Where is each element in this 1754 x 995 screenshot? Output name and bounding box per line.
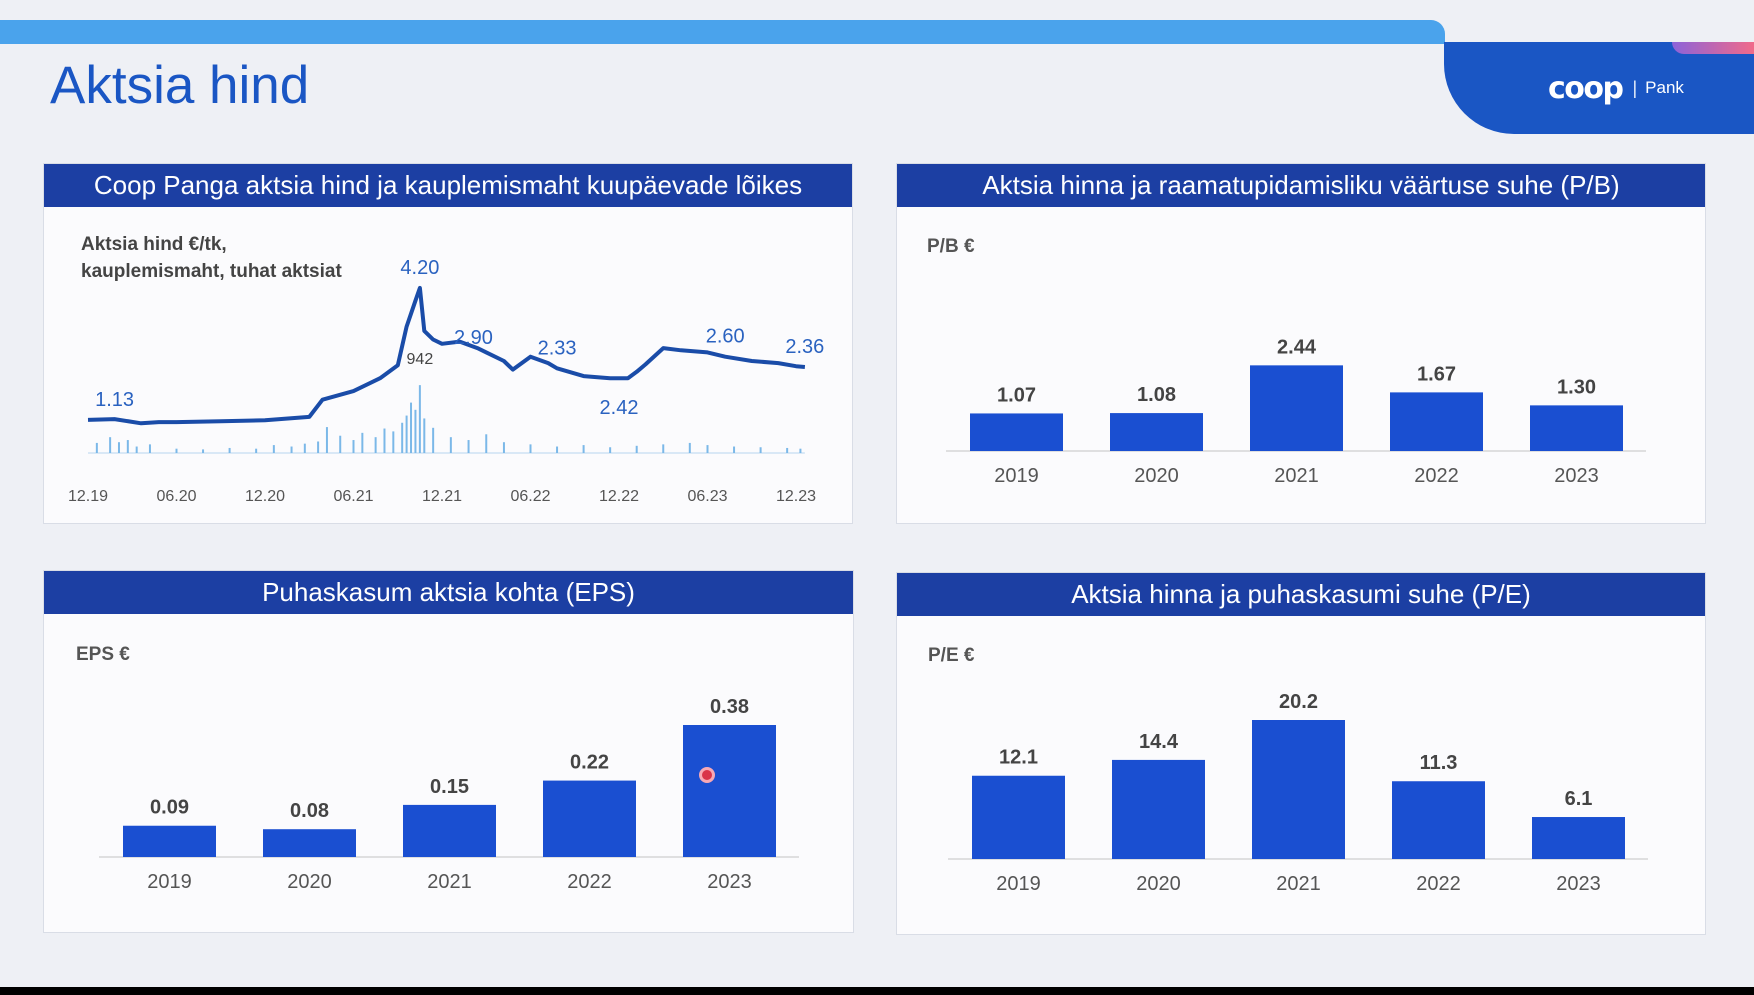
price-label-1.13: 1.13 <box>95 389 134 411</box>
y-axis-label-line-2: kauplemismaht, tuhat aktsiat <box>81 261 342 282</box>
bar-2023 <box>683 725 776 857</box>
x-tick-2022: 2022 <box>1414 465 1459 487</box>
x-tick-2023: 2023 <box>1554 465 1599 487</box>
volume-peak-label: 942 <box>407 351 434 368</box>
value-label-2020: 14.4 <box>1139 731 1179 753</box>
pb-chart-panel: Aktsia hinna ja raamatupidamisliku väärt… <box>896 163 1706 524</box>
x-tick-2020: 2020 <box>1136 873 1181 895</box>
pointer-dot <box>699 767 715 783</box>
x-tick-06.22: 06.22 <box>510 488 550 505</box>
value-label-2021: 0.15 <box>430 776 469 798</box>
value-label-2023: 6.1 <box>1565 788 1593 810</box>
value-label-2022: 0.22 <box>570 752 609 774</box>
price-label-2.60: 2.60 <box>706 326 745 348</box>
bar-2019 <box>972 775 1065 859</box>
logo-wordmark: coop <box>1548 70 1624 106</box>
bar-2019 <box>123 825 216 857</box>
x-tick-2021: 2021 <box>427 871 472 893</box>
bar-2020 <box>263 829 356 857</box>
value-label-2019: 1.07 <box>997 384 1036 406</box>
price-label-2.42: 2.42 <box>600 397 639 419</box>
value-label-2022: 11.3 <box>1420 752 1458 774</box>
x-tick-12.19: 12.19 <box>68 488 108 505</box>
x-tick-12.23: 12.23 <box>776 488 816 505</box>
x-tick-2019: 2019 <box>996 873 1041 895</box>
value-label-2022: 1.67 <box>1417 363 1456 385</box>
logo-accent-stripe <box>1672 42 1754 54</box>
value-label-2020: 1.08 <box>1137 384 1176 406</box>
bar-2023 <box>1530 405 1623 451</box>
x-tick-2023: 2023 <box>1556 873 1601 895</box>
y-axis-label: EPS € <box>76 644 130 665</box>
bottom-bar <box>0 987 1754 995</box>
x-tick-06.23: 06.23 <box>687 488 727 505</box>
top-accent-bar <box>0 20 1445 44</box>
x-tick-2022: 2022 <box>1416 873 1461 895</box>
eps-chart-panel: Puhaskasum aktsia kohta (EPS) EPS € 0.09 2… <box>43 570 854 933</box>
x-tick-2020: 2020 <box>1134 465 1179 487</box>
bar-2021 <box>1250 365 1343 451</box>
value-label-2019: 12.1 <box>999 747 1038 769</box>
bar-2019 <box>970 413 1063 451</box>
bar-2022 <box>1390 392 1483 451</box>
price-chart-panel: Coop Panga aktsia hind ja kauplemismaht … <box>43 163 853 524</box>
page-title: Aktsia hind <box>50 56 310 115</box>
pe-chart-panel: Aktsia hinna ja puhaskasumi suhe (P/E) P… <box>896 572 1706 935</box>
x-tick-12.21: 12.21 <box>422 488 462 505</box>
pe-chart-title: Aktsia hinna ja puhaskasumi suhe (P/E) <box>897 573 1705 616</box>
pe-bar-chart: P/E € 12.1 2019 14.4 2020 20.2 2021 11.3 2022 6.1… <box>928 645 1648 895</box>
x-tick-2019: 2019 <box>994 465 1039 487</box>
x-tick-2019: 2019 <box>147 871 192 893</box>
x-tick-2020: 2020 <box>287 871 332 893</box>
bar-2020 <box>1110 413 1203 451</box>
pb-bar-chart: P/B € 1.07 2019 1.08 2020 2.44 2021 1.67 2022 1.3… <box>927 236 1646 487</box>
bar-2022 <box>543 780 636 857</box>
value-label-2021: 2.44 <box>1277 336 1317 358</box>
x-tick-06.21: 06.21 <box>333 488 373 505</box>
price-volume-chart: Aktsia hind €/tk, kauplemismaht, tuhat ak… <box>68 234 824 505</box>
coop-pank-logo: coop | Pank <box>1548 70 1684 106</box>
bar-2020 <box>1112 759 1205 859</box>
y-axis-label-line-1: Aktsia hind €/tk, <box>81 234 227 255</box>
eps-bar-chart: EPS € 0.09 2019 0.08 2020 0.15 2021 0.22 2022 0.3… <box>76 644 799 893</box>
logo-subtitle: Pank <box>1645 78 1684 97</box>
bar-2023 <box>1532 817 1625 859</box>
x-tick-06.20: 06.20 <box>156 488 196 505</box>
eps-chart-title: Puhaskasum aktsia kohta (EPS) <box>44 571 853 614</box>
x-tick-2022: 2022 <box>567 871 612 893</box>
x-tick-2021: 2021 <box>1274 465 1319 487</box>
value-label-2019: 0.09 <box>150 797 189 819</box>
price-label-2.33: 2.33 <box>538 337 577 359</box>
y-axis-label: P/B € <box>927 236 975 257</box>
value-label-2023: 0.38 <box>710 696 749 718</box>
price-label-2.36: 2.36 <box>785 336 824 358</box>
x-tick-12.20: 12.20 <box>245 488 285 505</box>
value-label-2023: 1.30 <box>1557 376 1596 398</box>
price-chart-title: Coop Panga aktsia hind ja kauplemismaht … <box>44 164 852 207</box>
bar-2022 <box>1392 781 1485 859</box>
y-axis-label: P/E € <box>928 645 975 666</box>
value-label-2021: 20.2 <box>1279 691 1318 713</box>
x-tick-2023: 2023 <box>707 871 752 893</box>
pb-chart-title: Aktsia hinna ja raamatupidamisliku väärt… <box>897 164 1705 207</box>
x-tick-2021: 2021 <box>1276 873 1321 895</box>
price-label-4.20: 4.20 <box>400 257 439 279</box>
bar-2021 <box>403 804 496 857</box>
price-line <box>87 285 806 426</box>
x-tick-12.22: 12.22 <box>599 488 639 505</box>
value-label-2020: 0.08 <box>290 800 329 822</box>
price-label-2.90: 2.90 <box>454 327 493 349</box>
bar-2021 <box>1252 720 1345 859</box>
logo-tab <box>1444 42 1754 134</box>
logo-separator: | <box>1632 77 1638 98</box>
